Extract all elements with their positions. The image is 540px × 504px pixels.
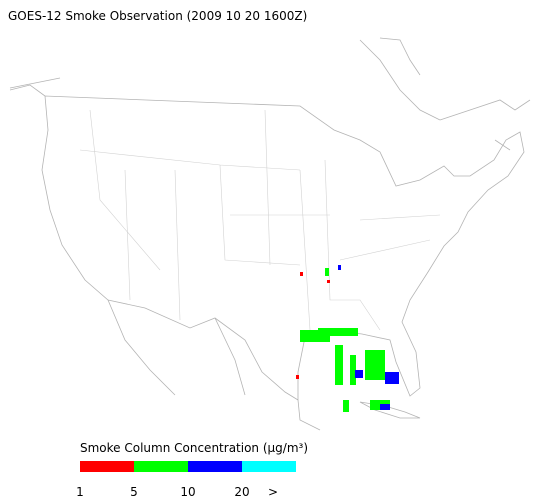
legend-title: Smoke Column Concentration (μg/m³) [80,441,308,455]
legend-swatch [188,461,242,472]
legend-swatch [242,461,296,472]
smoke [300,272,303,276]
smoke [365,350,385,380]
state-lines [79,109,441,331]
smoke [338,265,341,270]
smoke [385,372,399,384]
smoke [380,404,390,410]
legend-label: 10 [180,485,195,499]
smoke-pixels [296,265,399,412]
us-outline [41,95,525,401]
smoke [318,328,358,336]
legend-label: 5 [130,485,138,499]
base-map [9,37,531,431]
canada-outline [9,84,46,97]
smoke [327,280,330,283]
legend-label: 1 [76,485,84,499]
legend-label: 20 [234,485,249,499]
mexico-coast [107,299,321,431]
legend-swatch [80,461,134,472]
legend-swatch [134,461,188,472]
legend-label: > [268,485,278,499]
title: GOES-12 Smoke Observation (2009 10 20 16… [8,9,307,23]
smoke [325,268,329,276]
smoke [350,355,356,385]
smoke [355,370,363,378]
canada-coast [9,37,531,151]
smoke [343,400,349,412]
legend: 1 5 10 20 > [76,461,296,499]
smoke [296,375,299,379]
smoke [335,345,343,385]
